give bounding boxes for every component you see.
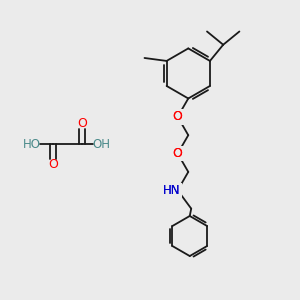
- Text: HN: HN: [163, 184, 181, 197]
- Text: O: O: [173, 110, 183, 123]
- Text: O: O: [77, 117, 87, 130]
- Text: HO: HO: [23, 138, 41, 151]
- Text: O: O: [48, 158, 58, 171]
- Text: HN: HN: [163, 184, 181, 197]
- Text: O: O: [173, 110, 183, 123]
- Text: OH: OH: [92, 138, 110, 151]
- Text: O: O: [173, 147, 183, 160]
- Text: O: O: [173, 147, 183, 160]
